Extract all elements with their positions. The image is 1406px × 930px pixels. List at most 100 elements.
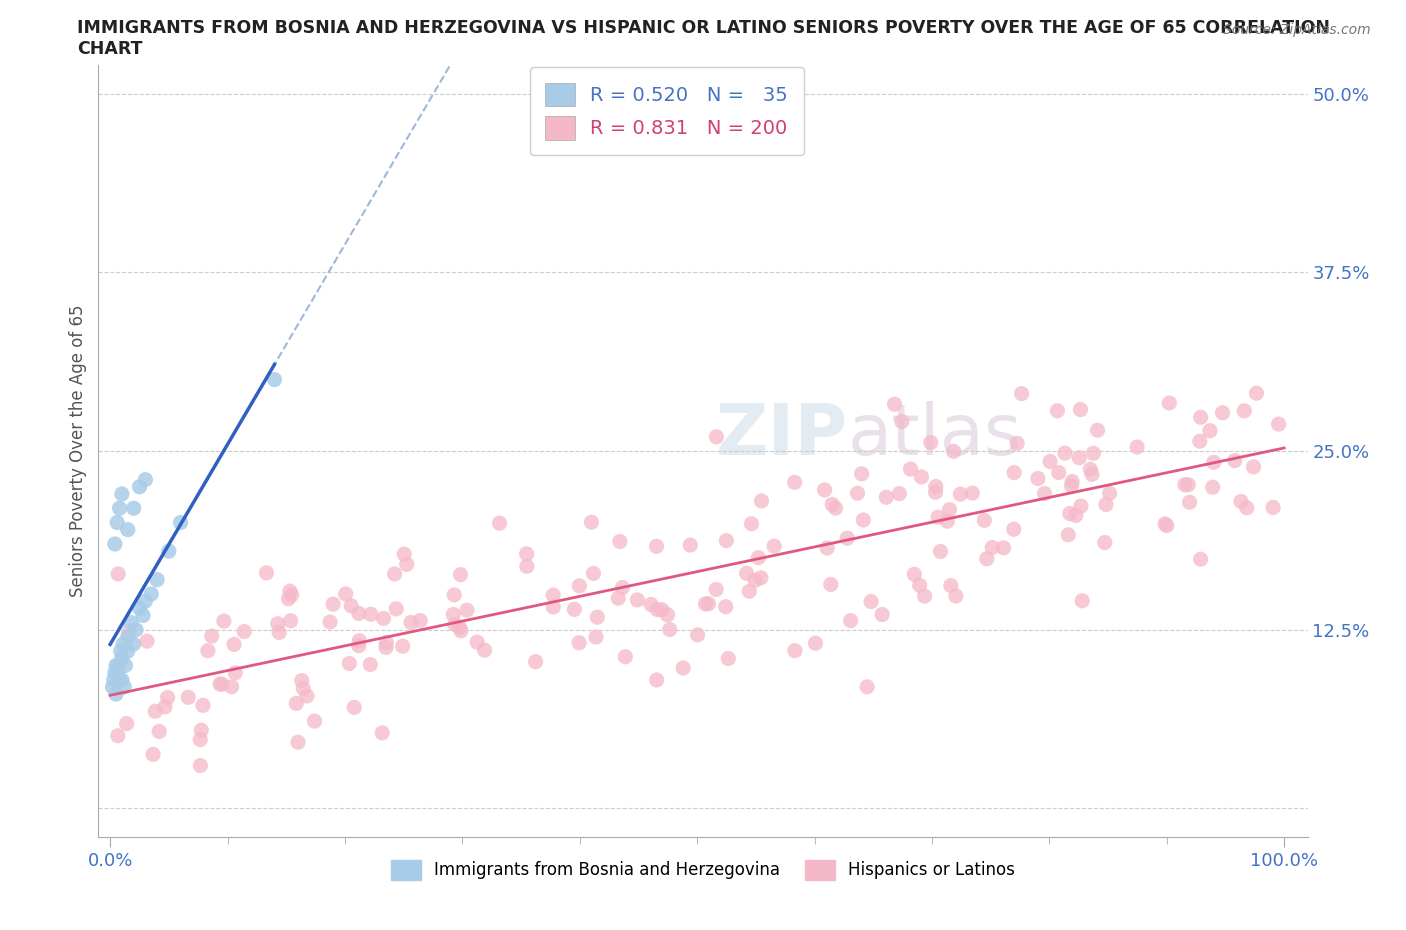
Point — [910, 470, 932, 485]
Point — [456, 603, 478, 618]
Point — [1060, 478, 1083, 493]
Point — [1202, 480, 1225, 495]
Point — [1230, 494, 1253, 509]
Point — [108, 672, 131, 687]
Point — [101, 680, 124, 695]
Point — [541, 588, 564, 603]
Point — [399, 615, 422, 630]
Point — [763, 538, 786, 553]
Point — [375, 635, 398, 650]
Point — [626, 592, 648, 607]
Point — [444, 617, 467, 631]
Point — [751, 494, 773, 509]
Point — [465, 634, 488, 649]
Point — [107, 658, 129, 673]
Point — [993, 540, 1015, 555]
Point — [914, 589, 936, 604]
Text: atlas: atlas — [848, 401, 1022, 470]
Point — [564, 602, 586, 617]
Point — [973, 512, 995, 527]
Y-axis label: Seniors Poverty Over the Age of 65: Seniors Poverty Over the Age of 65 — [69, 305, 87, 597]
Point — [1243, 459, 1265, 474]
Point — [269, 625, 291, 640]
Legend: Immigrants from Bosnia and Herzegovina, Hispanics or Latinos: Immigrants from Bosnia and Herzegovina, … — [384, 853, 1022, 886]
Point — [714, 599, 737, 614]
Point — [568, 635, 591, 650]
Point — [169, 515, 191, 530]
Point — [280, 588, 302, 603]
Point — [870, 607, 893, 622]
Point — [201, 629, 224, 644]
Point — [889, 486, 911, 501]
Point — [1087, 423, 1109, 438]
Point — [1057, 527, 1080, 542]
Point — [704, 582, 727, 597]
Point — [136, 633, 159, 648]
Point — [125, 622, 148, 637]
Point — [391, 639, 413, 654]
Point — [814, 483, 837, 498]
Point — [105, 658, 128, 673]
Point — [936, 513, 959, 528]
Point — [585, 630, 607, 644]
Point — [112, 680, 135, 695]
Point — [221, 679, 243, 694]
Point — [120, 615, 142, 630]
Point — [581, 514, 603, 529]
Point — [815, 540, 838, 555]
Point — [1039, 454, 1062, 469]
Point — [385, 602, 408, 617]
Point — [153, 699, 176, 714]
Point — [1188, 433, 1211, 448]
Point — [111, 486, 134, 501]
Point — [749, 570, 772, 585]
Point — [740, 516, 762, 531]
Point — [104, 665, 127, 680]
Point — [188, 732, 211, 747]
Point — [287, 735, 309, 750]
Point — [371, 725, 394, 740]
Point — [1236, 500, 1258, 515]
Point — [939, 578, 962, 593]
Point — [105, 665, 128, 680]
Point — [347, 638, 370, 653]
Point — [929, 544, 952, 559]
Point — [441, 607, 464, 622]
Point — [735, 565, 758, 580]
Point — [686, 628, 709, 643]
Point — [1159, 395, 1181, 410]
Point — [285, 696, 308, 711]
Point — [1267, 417, 1289, 432]
Text: IMMIGRANTS FROM BOSNIA AND HERZEGOVINA VS HISPANIC OR LATINO SENIORS POVERTY OVE: IMMIGRANTS FROM BOSNIA AND HERZEGOVINA V… — [77, 19, 1330, 36]
Point — [612, 580, 634, 595]
Point — [609, 534, 631, 549]
Point — [586, 610, 609, 625]
Point — [1069, 402, 1091, 417]
Point — [191, 698, 214, 712]
Point — [1083, 445, 1105, 460]
Point — [1026, 471, 1049, 485]
Point — [291, 673, 314, 688]
Point — [568, 578, 591, 593]
Point — [142, 747, 165, 762]
Point — [924, 485, 946, 499]
Point — [134, 472, 156, 487]
Point — [883, 397, 905, 412]
Point — [488, 516, 510, 531]
Point — [524, 654, 547, 669]
Point — [651, 603, 673, 618]
Text: CHART: CHART — [77, 40, 143, 58]
Point — [938, 502, 960, 517]
Point — [1098, 485, 1121, 500]
Point — [657, 607, 679, 622]
Point — [256, 565, 278, 580]
Point — [1064, 508, 1087, 523]
Point — [645, 538, 668, 553]
Point — [1202, 455, 1225, 470]
Point — [1177, 477, 1199, 492]
Point — [1246, 386, 1268, 401]
Point — [981, 540, 1004, 555]
Point — [1174, 477, 1197, 492]
Point — [1095, 497, 1118, 512]
Point — [148, 724, 170, 738]
